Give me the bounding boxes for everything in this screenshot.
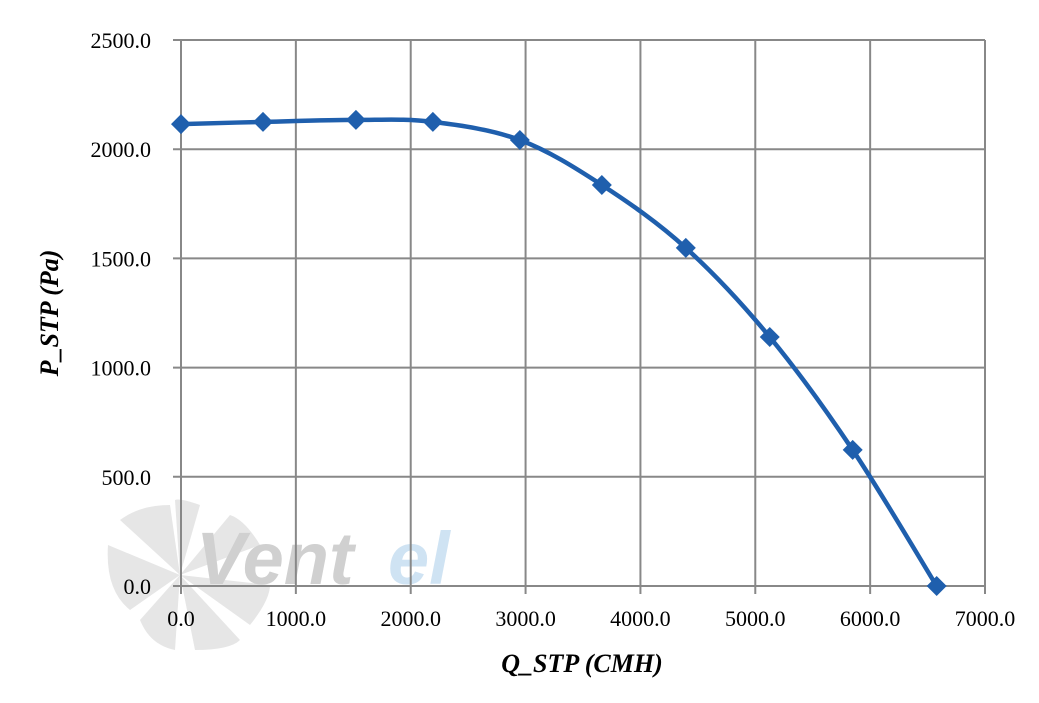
gridlines	[173, 39, 986, 594]
y-tick-label: 1000.0	[91, 356, 152, 381]
data-point-diamond	[253, 111, 274, 132]
series-markers	[171, 109, 947, 596]
data-point-diamond	[509, 130, 530, 151]
x-axis-title: Q_STP (CMH)	[501, 649, 663, 678]
x-tick-label: 2000.0	[380, 606, 441, 631]
data-point-diamond	[675, 237, 696, 258]
y-axis-title: P_STP (Pa)	[35, 250, 64, 378]
y-tick-label: 0.0	[124, 574, 152, 599]
data-point-diamond	[842, 439, 863, 460]
y-axis-tick-labels: 0.0 500.0 1000.0 1500.0 2000.0 2500.0	[91, 28, 152, 599]
x-tick-label: 3000.0	[495, 606, 556, 631]
y-tick-label: 2000.0	[91, 137, 152, 162]
y-tick-label: 1500.0	[91, 246, 152, 271]
data-point-diamond	[345, 109, 366, 130]
y-tick-label: 500.0	[102, 465, 152, 490]
x-axis-tick-labels: 0.0 1000.0 2000.0 3000.0 4000.0 5000.0 6000.0 7…	[167, 606, 1015, 631]
data-point-diamond	[926, 576, 947, 596]
watermark-text-grey: Vent	[196, 517, 357, 600]
x-tick-label: 6000.0	[840, 606, 901, 631]
data-point-diamond	[422, 111, 443, 132]
watermark-text-blue: el	[388, 517, 451, 600]
data-point-diamond	[171, 114, 191, 135]
data-point-diamond	[759, 327, 780, 348]
fan-logo-icon	[107, 499, 270, 650]
x-tick-label: 1000.0	[266, 606, 327, 631]
y-tick-label: 2500.0	[91, 28, 152, 53]
x-tick-label: 4000.0	[610, 606, 671, 631]
data-point-diamond	[591, 175, 612, 196]
x-tick-label: 5000.0	[725, 606, 786, 631]
x-tick-label: 7000.0	[955, 606, 1016, 631]
x-tick-label: 0.0	[167, 606, 195, 631]
